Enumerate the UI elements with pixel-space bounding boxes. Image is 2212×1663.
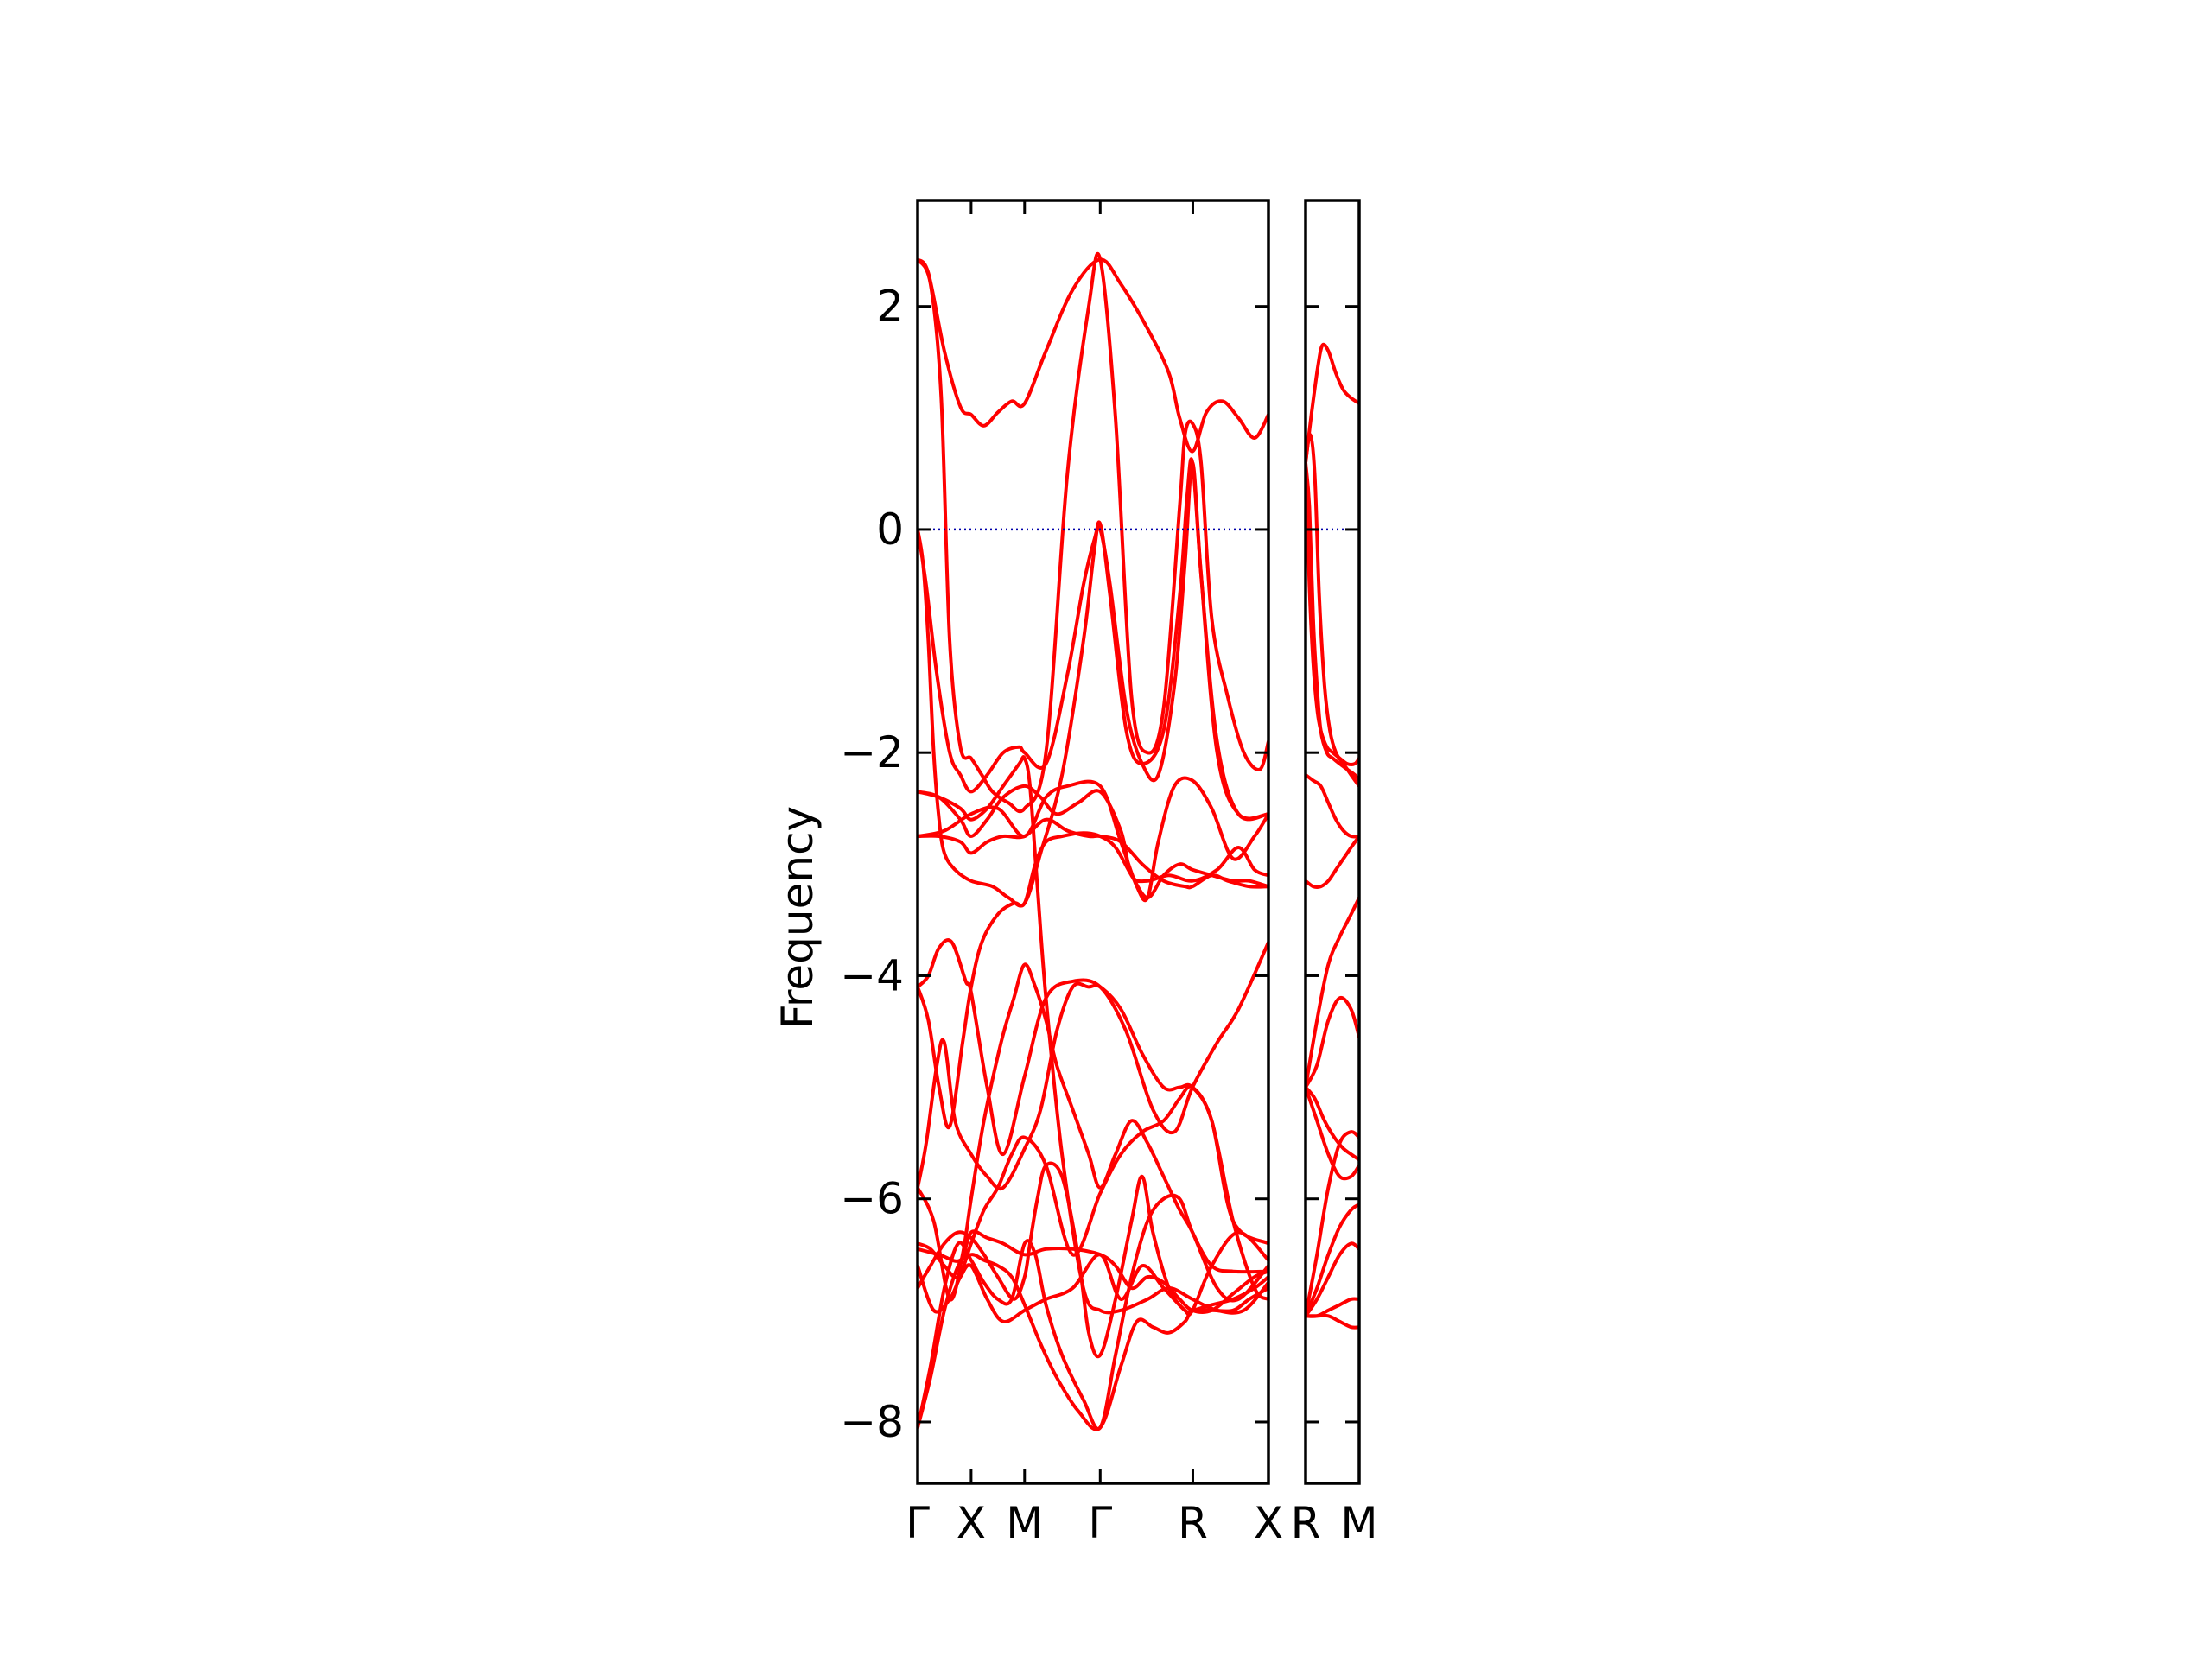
band-line (918, 1253, 1268, 1431)
band-line (918, 251, 1268, 814)
x-tick-label: X (1254, 1498, 1283, 1548)
band-line (918, 784, 1268, 884)
band-line (1306, 433, 1359, 788)
x-tick-label: Γ (1088, 1498, 1112, 1548)
band-line (918, 257, 1268, 454)
plot-panels: Γ X M Γ R X R M−8−6−4−202 (840, 199, 1378, 1548)
y-tick-label: 2 (876, 282, 904, 332)
x-tick-label: M (1006, 1498, 1043, 1548)
panel-frame (916, 199, 1270, 1485)
y-tick-label: −2 (840, 727, 904, 778)
panel-frame (1304, 199, 1361, 1485)
x-tick-label: X (957, 1498, 986, 1548)
band-line (1306, 1085, 1359, 1162)
x-tick-label: R (1291, 1498, 1321, 1548)
band-line (1306, 773, 1359, 839)
band-line (1306, 1313, 1359, 1330)
band-line (918, 981, 1268, 1246)
band-line (1306, 342, 1359, 465)
y-tick-labels: −8 −6 −4 −2 0 2 (840, 282, 904, 1447)
band-line (918, 962, 1268, 1303)
band-line (918, 460, 1268, 822)
band-line (1306, 835, 1359, 889)
band-line (1306, 896, 1359, 1089)
x-tick-label: Γ (906, 1498, 930, 1548)
band-line (1306, 995, 1359, 1089)
y-tick-label: −8 (840, 1397, 904, 1447)
x-tick-label: M (1340, 1498, 1377, 1548)
band-line (918, 755, 1268, 1315)
y-axis-label: Frequency (772, 806, 823, 1029)
y-tick-label: −4 (840, 950, 904, 1000)
panel-1-plot-area (1306, 342, 1359, 1330)
band-line (918, 1253, 1268, 1324)
band-line (1306, 1203, 1359, 1318)
band-line (1306, 1241, 1359, 1318)
y-tick-label: 0 (876, 505, 904, 555)
band-line (918, 831, 1268, 1130)
band-line (918, 1193, 1268, 1431)
panel-0-plot-area (918, 251, 1268, 1431)
x-tick-label: R (1178, 1498, 1208, 1548)
y-tick-label: −6 (840, 1174, 904, 1224)
band-line (1306, 1130, 1359, 1318)
